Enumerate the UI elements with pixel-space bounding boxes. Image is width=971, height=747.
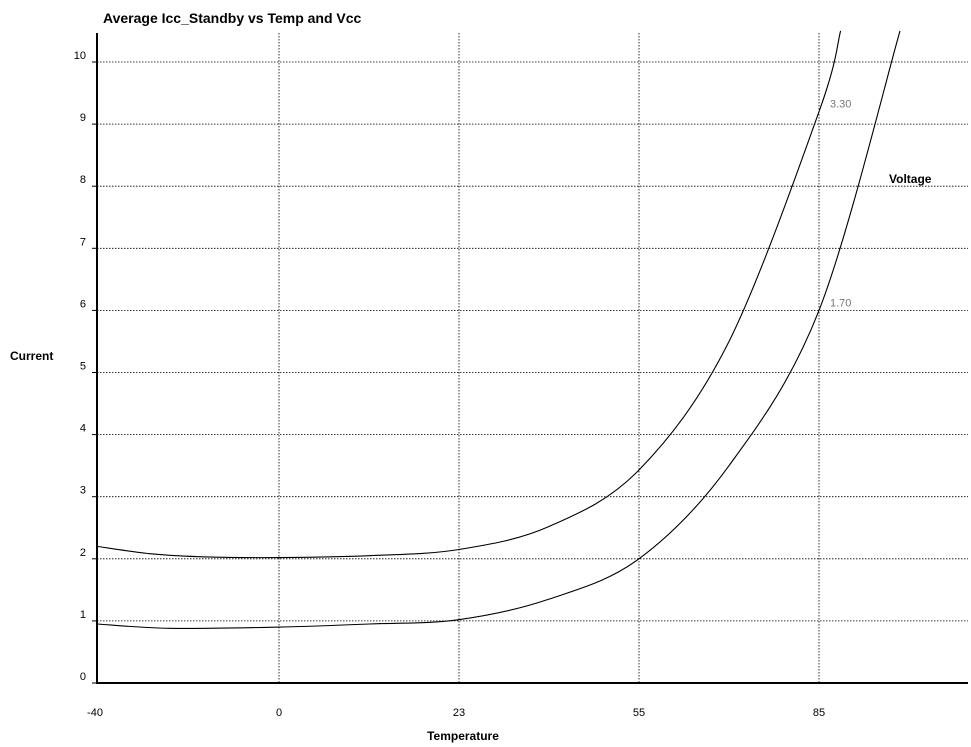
y-axis-label: Current bbox=[10, 349, 53, 363]
y-tick-label: 3 bbox=[80, 485, 86, 497]
x-tick-label: 85 bbox=[813, 707, 825, 719]
series-line-1-70 bbox=[96, 30, 901, 630]
y-tick-label: 1 bbox=[80, 609, 86, 621]
x-tick-label: 0 bbox=[276, 707, 282, 719]
y-tick-label: 0 bbox=[80, 671, 86, 683]
y-tick-label: 10 bbox=[74, 50, 86, 62]
y-tick-label: 7 bbox=[80, 236, 86, 248]
x-tick-label: 55 bbox=[633, 707, 645, 719]
x-tick-label: -40 bbox=[87, 707, 103, 719]
y-tick-label: 6 bbox=[80, 298, 86, 310]
chart-title: Average Icc_Standby vs Temp and Vcc bbox=[103, 10, 362, 26]
y-tick-label: 9 bbox=[80, 112, 86, 124]
axes bbox=[92, 33, 968, 684]
x-axis-label: Temperature bbox=[427, 729, 499, 743]
series-label: 1.70 bbox=[830, 297, 851, 309]
y-tick-label: 4 bbox=[80, 423, 86, 435]
series-line-3-30 bbox=[96, 30, 842, 559]
y-tick-label: 8 bbox=[80, 174, 86, 186]
y-tick-label: 5 bbox=[80, 361, 86, 373]
series: 3.30 1.70 bbox=[96, 30, 901, 630]
x-tick-label: 23 bbox=[453, 707, 465, 719]
series-label: 3.30 bbox=[830, 99, 851, 111]
legend-title: Voltage bbox=[889, 172, 932, 186]
y-tick-label: 2 bbox=[80, 547, 86, 559]
grid bbox=[97, 33, 968, 683]
